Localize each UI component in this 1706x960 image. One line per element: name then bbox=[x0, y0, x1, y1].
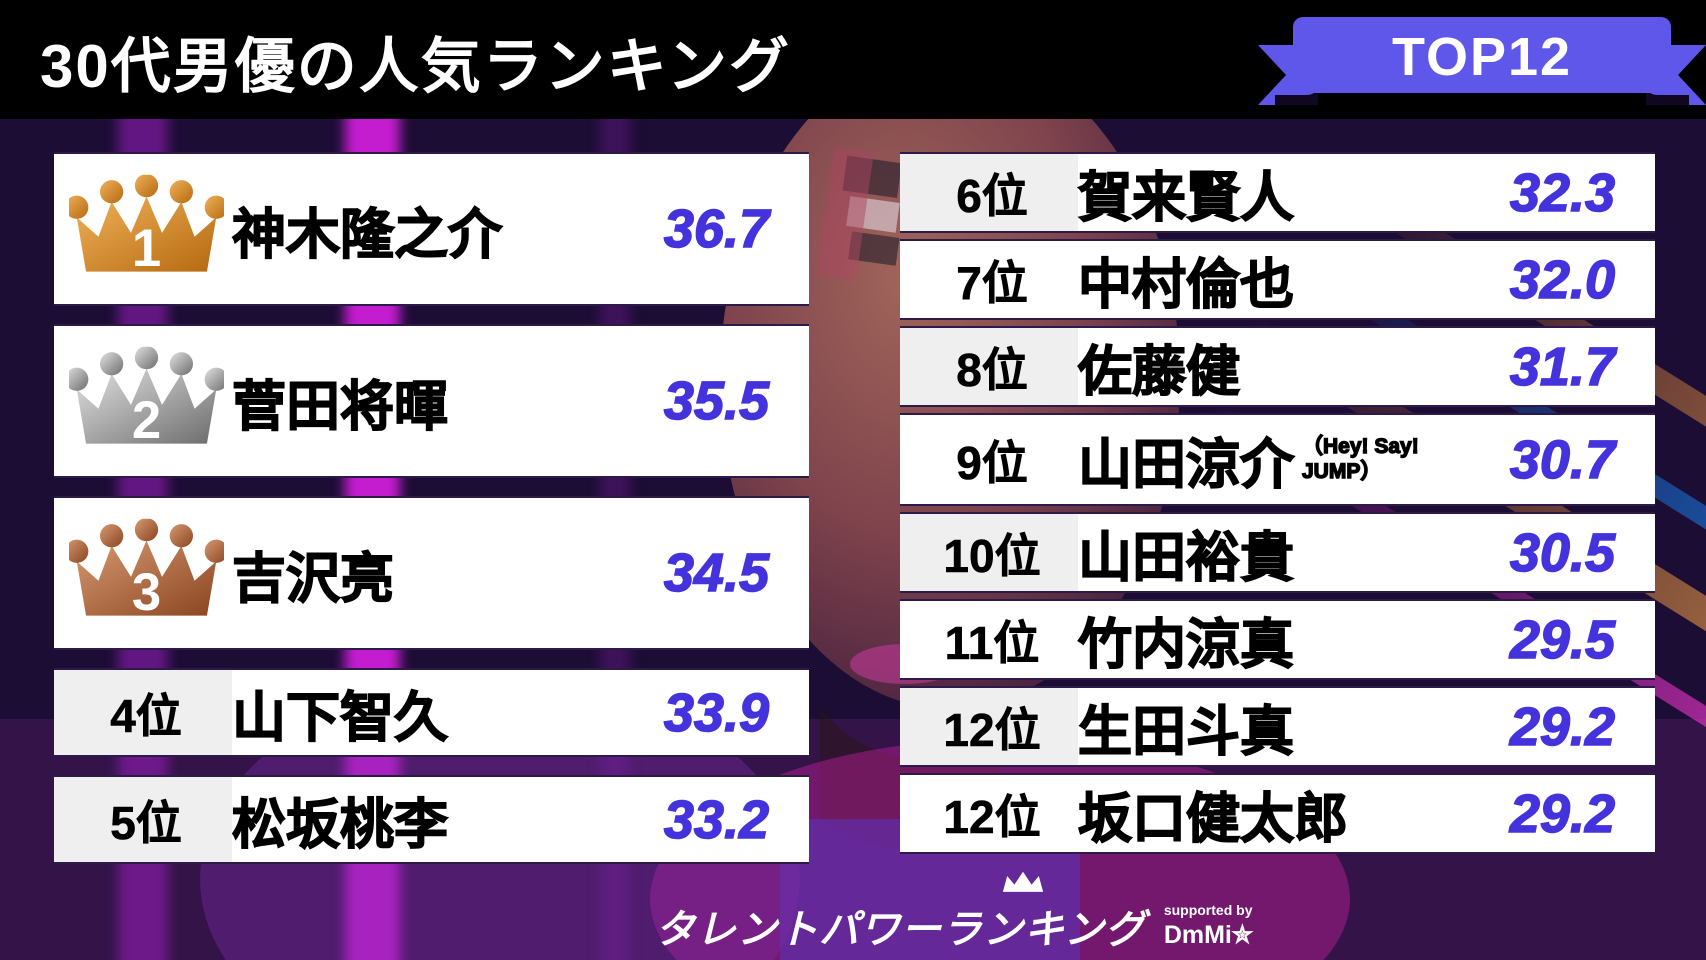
svg-text:2: 2 bbox=[131, 391, 160, 450]
svg-text:TOP12: TOP12 bbox=[1392, 27, 1572, 87]
svg-text:1: 1 bbox=[131, 219, 160, 278]
svg-text:3: 3 bbox=[131, 563, 160, 622]
